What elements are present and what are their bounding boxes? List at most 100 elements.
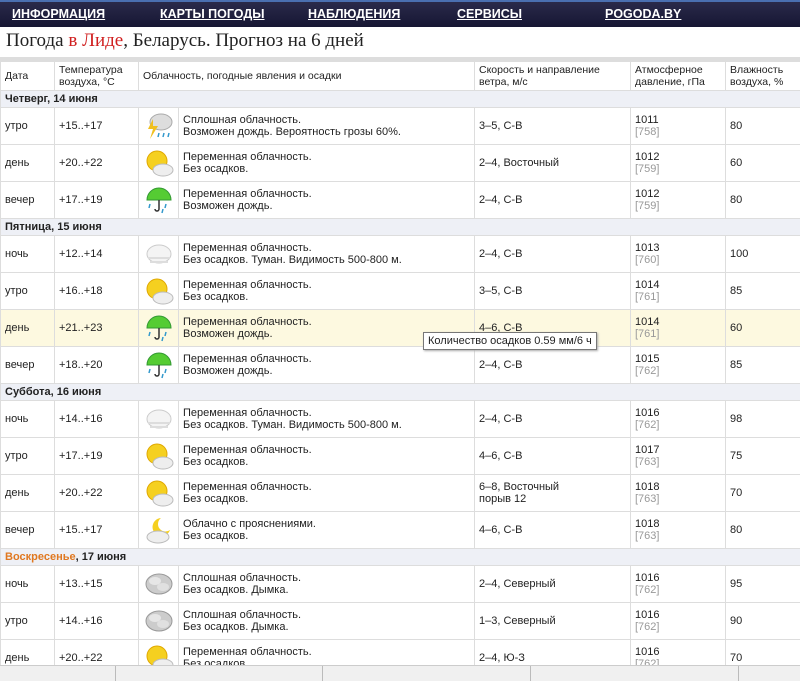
wind-gust: порыв 12 (479, 493, 526, 505)
temperature: +14..+16 (55, 401, 139, 438)
pressure-hpa: 1016 (635, 572, 659, 584)
desc-line2: Без осадков. Дымка. (183, 621, 289, 633)
nav-maps[interactable]: КАРТЫ ПОГОДЫ (160, 7, 265, 21)
fog-cloud-icon[interactable] (144, 239, 174, 269)
wind-value: 4–6, С-В (479, 450, 522, 462)
humidity: 70 (726, 475, 800, 512)
temperature: +17..+19 (55, 182, 139, 219)
pressure-hpa: 1014 (635, 279, 659, 291)
pressure-mmhg: [759] (635, 200, 659, 212)
temperature: +21..+23 (55, 310, 139, 347)
pressure-mmhg: [759] (635, 163, 659, 175)
wind-value: 2–4, С-В (479, 413, 522, 425)
day-header-row: Четверг, 14 июня (1, 91, 800, 108)
fog-cloud-icon[interactable] (144, 404, 174, 434)
humidity: 60 (726, 310, 800, 347)
nav-services[interactable]: СЕРВИСЫ (457, 7, 522, 21)
weather-description: Переменная облачность.Без осадков. (179, 145, 475, 182)
moon-cloud-icon[interactable] (144, 515, 174, 545)
time-of-day: ночь (1, 401, 55, 438)
weather-description: Переменная облачность.Без осадков. Туман… (179, 236, 475, 273)
desc-line2: Без осадков. (183, 530, 248, 542)
sun-cloud-icon[interactable] (144, 148, 174, 178)
weather-description: Переменная облачность.Без осадков. (179, 273, 475, 310)
pressure-mmhg: [762] (635, 621, 659, 633)
pressure: 1018[763] (631, 512, 726, 549)
nav-pogoda[interactable]: POGODA.BY (605, 7, 681, 21)
desc-line1: Переменная облачность. (183, 279, 312, 291)
wind-value: 2–4, С-В (479, 248, 522, 260)
pressure: 1013[760] (631, 236, 726, 273)
table-row: день +20..+22 Переменная облачность.Без … (1, 475, 800, 512)
overcast-icon[interactable] (144, 606, 174, 636)
table-row: утро +15..+17 Сплошная облачность.Возмож… (1, 108, 800, 145)
title-city: в Лиде (68, 30, 123, 51)
desc-line1: Переменная облачность. (183, 353, 312, 365)
weather-description: Переменная облачность.Без осадков. (179, 475, 475, 512)
weather-description: Сплошная облачность.Возможен дождь. Веро… (179, 108, 475, 145)
day-name: Суббота (5, 386, 51, 398)
wind: 1–3, Северный (475, 603, 631, 640)
humidity: 80 (726, 182, 800, 219)
day-header-row: Суббота, 16 июня (1, 384, 800, 401)
pressure-hpa: 1014 (635, 316, 659, 328)
day-name: Пятница (5, 221, 51, 233)
nav-info[interactable]: ИНФОРМАЦИЯ (12, 7, 105, 21)
wind-value: 1–3, Северный (479, 615, 556, 627)
top-nav: ИНФОРМАЦИЯ КАРТЫ ПОГОДЫ НАБЛЮДЕНИЯ СЕРВИ… (0, 0, 800, 27)
weather-description: Переменная облачность.Возможен дождь. (179, 182, 475, 219)
temperature: +20..+22 (55, 475, 139, 512)
desc-line1: Переменная облачность. (183, 481, 312, 493)
wind: 2–4, С-В (475, 236, 631, 273)
pressure-hpa: 1011 (635, 114, 659, 126)
day-header-row: Пятница, 15 июня (1, 219, 800, 236)
thunder-rain-icon[interactable] (144, 111, 174, 141)
umbrella-rain-icon[interactable] (144, 185, 174, 215)
desc-line1: Переменная облачность. (183, 242, 312, 254)
day-name: Воскресенье (5, 551, 76, 563)
humidity: 95 (726, 566, 800, 603)
desc-line1: Переменная облачность. (183, 316, 312, 328)
humidity: 100 (726, 236, 800, 273)
temperature: +18..+20 (55, 347, 139, 384)
time-of-day: вечер (1, 512, 55, 549)
umbrella-rain-icon[interactable] (144, 313, 174, 343)
title-post: , Беларусь. Прогноз на 6 дней (123, 30, 364, 51)
pressure: 1012[759] (631, 145, 726, 182)
table-row: ночь +12..+14 Переменная облачность.Без … (1, 236, 800, 273)
table-row: вечер +17..+19 Переменная облачность.Воз… (1, 182, 800, 219)
pressure: 1014[761] (631, 273, 726, 310)
wind-value: 2–4, Ю-З (479, 652, 525, 664)
wind: 2–4, С-В (475, 347, 631, 384)
header-clouds: Облачность, погодные явления и осадки (139, 62, 475, 91)
table-row: вечер +15..+17 Облачно с прояснениями.Бе… (1, 512, 800, 549)
sun-cloud-icon[interactable] (144, 478, 174, 508)
table-row: утро +17..+19 Переменная облачность.Без … (1, 438, 800, 475)
temperature: +14..+16 (55, 603, 139, 640)
desc-line2: Без осадков. Дымка. (183, 584, 289, 596)
pressure: 1016[762] (631, 566, 726, 603)
table-row: вечер +18..+20 Переменная облачность.Воз… (1, 347, 800, 384)
sun-cloud-icon[interactable] (144, 276, 174, 306)
pressure: 1016[762] (631, 603, 726, 640)
wind: 3–5, С-В (475, 108, 631, 145)
overcast-icon[interactable] (144, 569, 174, 599)
day-date: , 16 июня (51, 386, 102, 398)
pressure: 1012[759] (631, 182, 726, 219)
umbrella-rain-icon[interactable] (144, 350, 174, 380)
nav-observations[interactable]: НАБЛЮДЕНИЯ (308, 7, 400, 21)
title-pre: Погода (6, 30, 68, 51)
pressure-hpa: 1012 (635, 151, 659, 163)
pressure-mmhg: [762] (635, 419, 659, 431)
desc-line2: Без осадков. Туман. Видимость 500-800 м. (183, 419, 402, 431)
humidity: 60 (726, 145, 800, 182)
sun-cloud-icon[interactable] (144, 441, 174, 471)
header-temp: Температура воздуха, °С (55, 62, 139, 91)
humidity: 80 (726, 108, 800, 145)
time-of-day: ночь (1, 566, 55, 603)
pressure: 1017[763] (631, 438, 726, 475)
desc-line2: Без осадков. Туман. Видимость 500-800 м. (183, 254, 402, 266)
day-date: , 14 июня (47, 93, 98, 105)
day-date: , 17 июня (76, 551, 127, 563)
